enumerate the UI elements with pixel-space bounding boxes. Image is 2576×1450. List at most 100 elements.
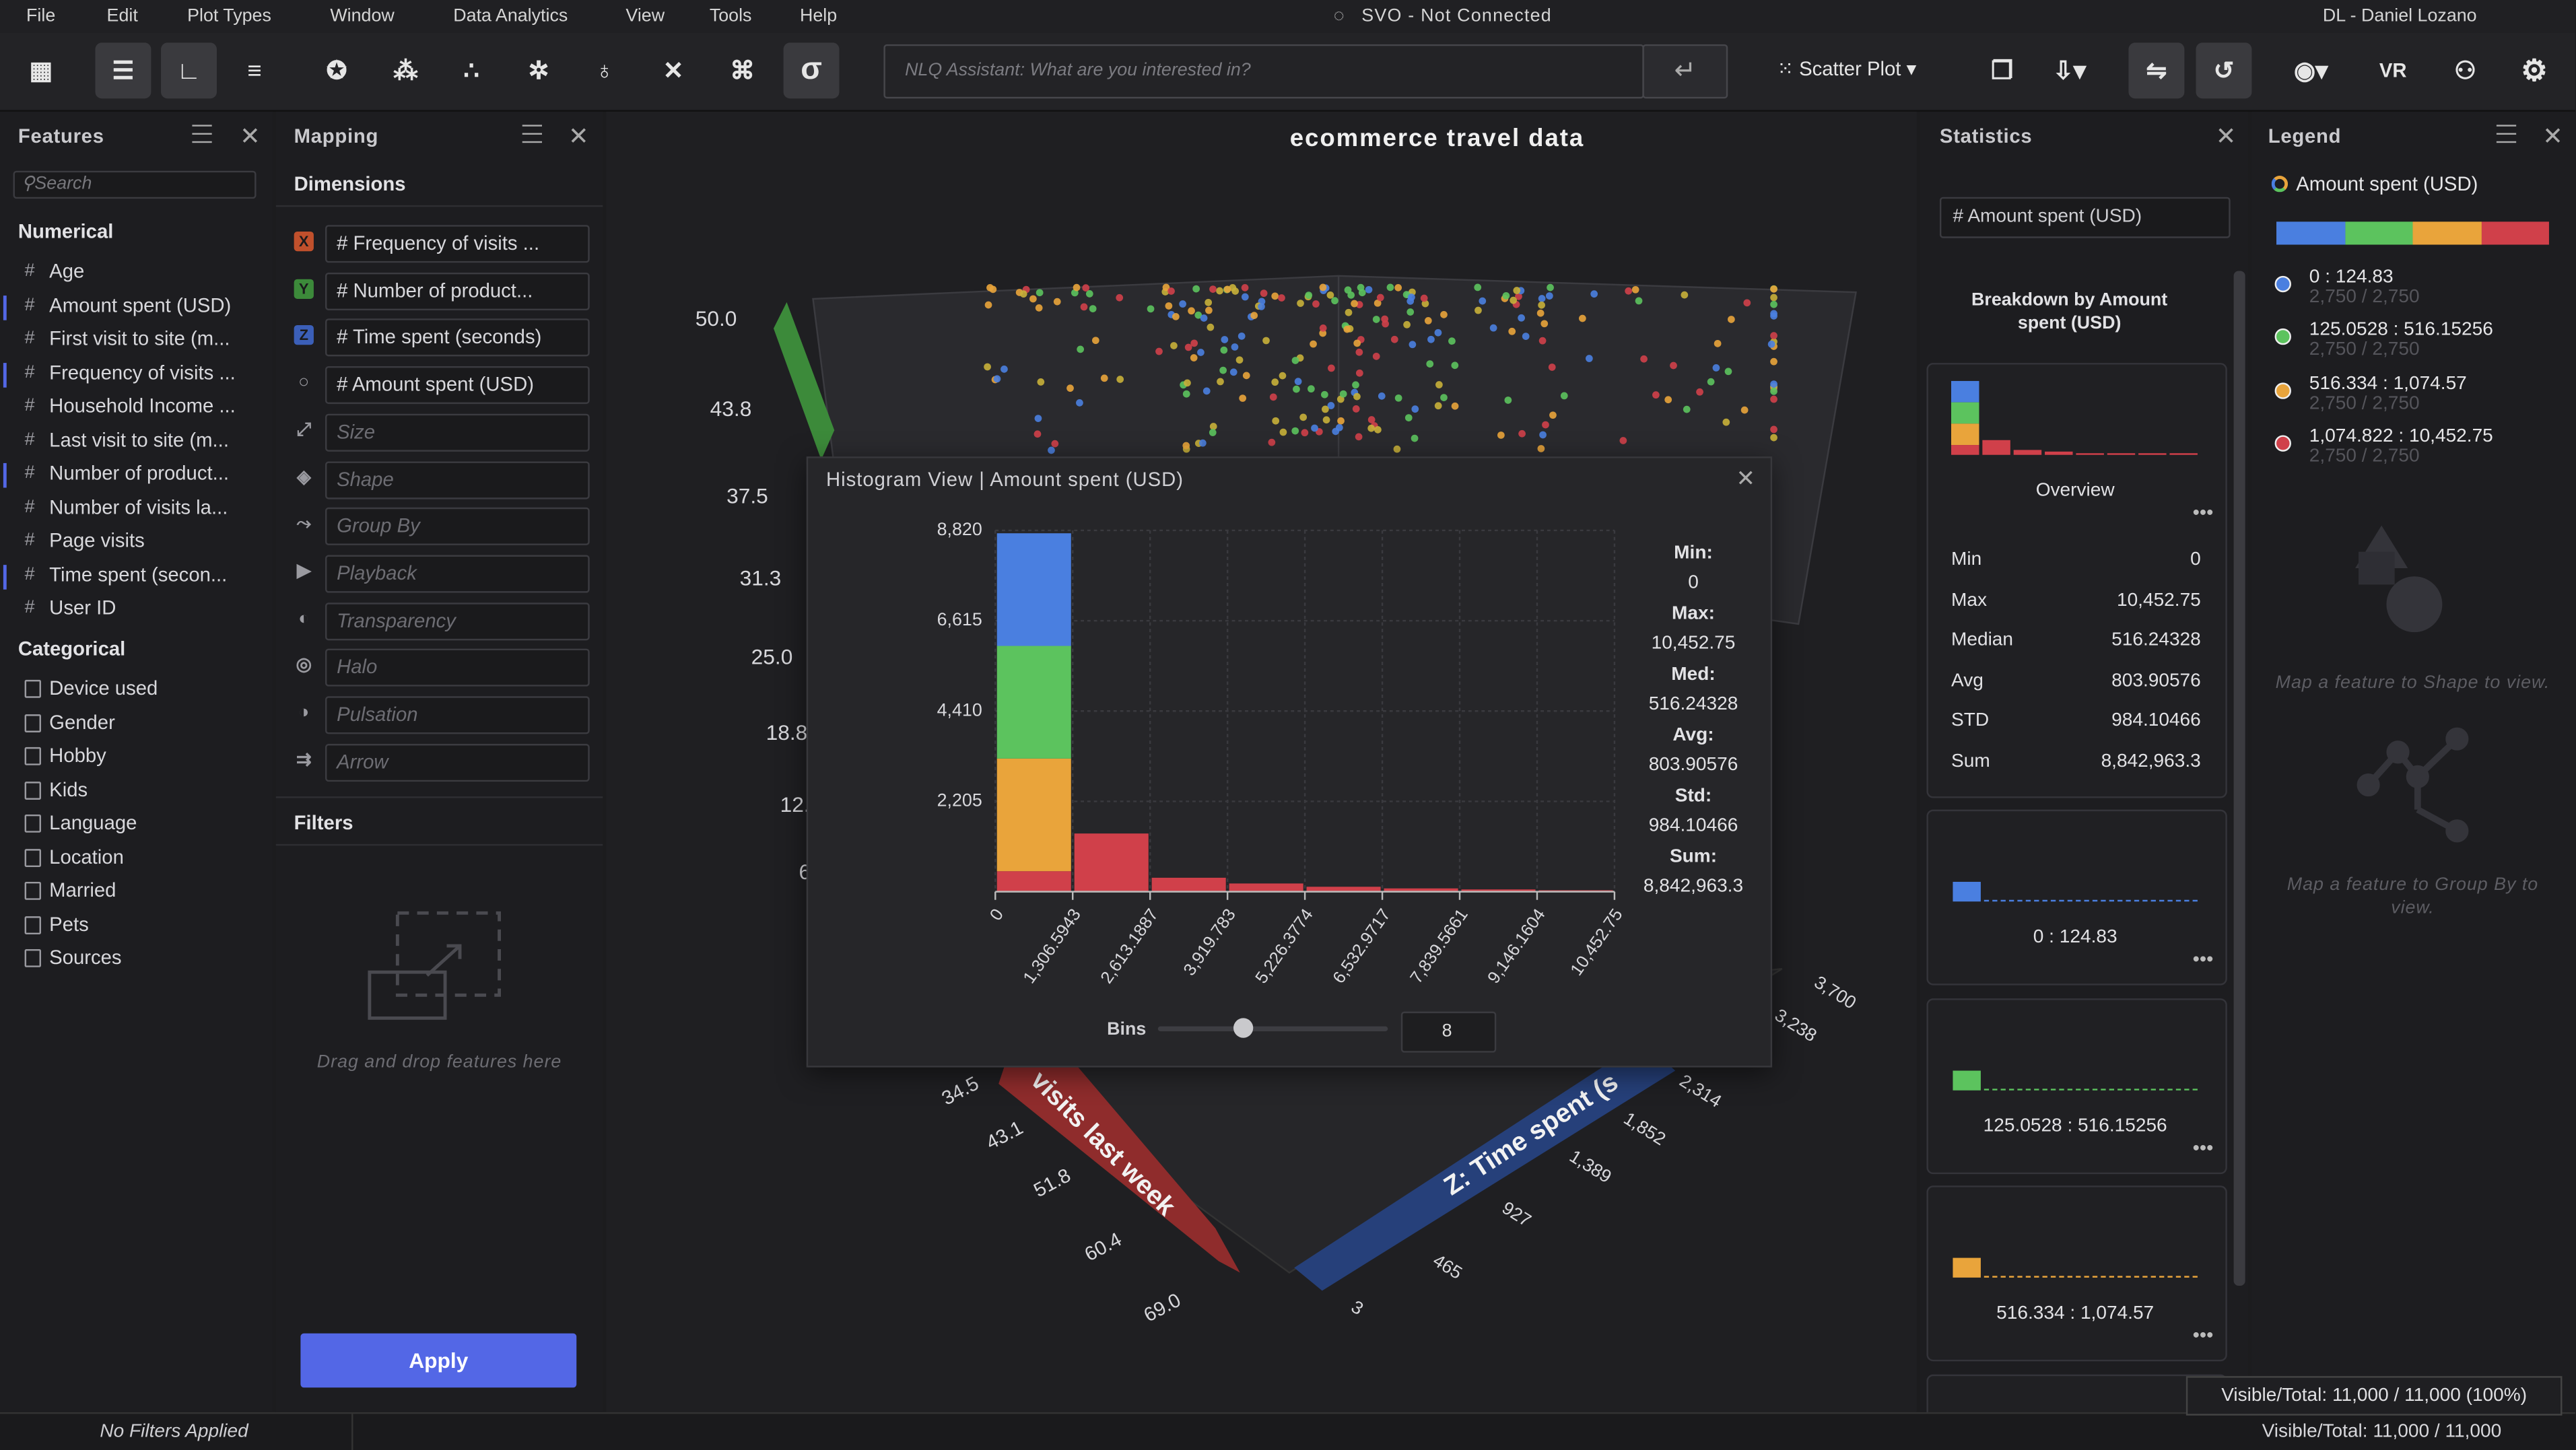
nlq-input[interactable]: [883, 44, 1644, 99]
legend-color-bar: [2276, 221, 2345, 245]
features-menu[interactable]: [192, 125, 212, 143]
feature-item[interactable]: Gender: [49, 710, 115, 734]
history-button[interactable]: ↺: [2196, 42, 2252, 99]
table-button[interactable]: ▦: [29, 57, 53, 85]
feature-item[interactable]: User ID: [49, 596, 116, 619]
mapping-placeholder: Playback: [337, 561, 417, 585]
settings-button[interactable]: ⚙: [2521, 53, 2548, 87]
legend-menu[interactable]: [2496, 125, 2517, 143]
xai-button[interactable]: ✕: [663, 57, 684, 85]
export-button[interactable]: ⇩▾: [2053, 57, 2087, 85]
mapping-close[interactable]: ✕: [568, 123, 589, 151]
mapping-slot[interactable]: [325, 696, 590, 734]
menu-item[interactable]: Plot Types: [187, 6, 271, 27]
scrollbar[interactable]: [2233, 271, 2245, 1286]
mapping-menu[interactable]: [522, 125, 543, 143]
decor-point: [1590, 290, 1598, 298]
menu-item[interactable]: Data Analytics: [453, 6, 568, 27]
feature-item[interactable]: First visit to site (m...: [49, 326, 230, 350]
layers-button[interactable]: ❐: [1991, 57, 2014, 85]
scatter-button[interactable]: ∴: [463, 57, 479, 85]
apply-button[interactable]: Apply: [300, 1333, 577, 1388]
menu-item[interactable]: Edit: [106, 6, 138, 27]
mapping-slot[interactable]: [325, 319, 590, 357]
decor-point: [1367, 416, 1376, 423]
axes-button[interactable]: ∟: [161, 42, 217, 99]
search-text: Search: [34, 174, 92, 194]
nlq-submit[interactable]: ↵: [1642, 44, 1728, 99]
feature-item[interactable]: Frequency of visits ...: [49, 360, 236, 384]
feature-item[interactable]: Hobby: [49, 744, 106, 767]
menu-item[interactable]: File: [26, 6, 56, 27]
mapping-slot[interactable]: [325, 508, 590, 546]
feature-item[interactable]: Number of visits la...: [49, 495, 228, 518]
mapping-slot[interactable]: [325, 743, 590, 782]
histogram-close[interactable]: ✕: [1736, 464, 1756, 491]
collab-button[interactable]: ⚇: [2454, 57, 2476, 85]
legend-marker[interactable]: [2274, 329, 2291, 345]
group-hint: Map a feature to Group By to view.: [2286, 875, 2539, 918]
legend-marker[interactable]: [2274, 275, 2291, 293]
search-box[interactable]: [13, 170, 257, 199]
mapping-icon: X: [294, 231, 314, 252]
bins-slider-knob[interactable]: [1233, 1018, 1254, 1038]
mapping-slot[interactable]: [325, 366, 590, 405]
more-button[interactable]: •••: [2192, 501, 2214, 524]
more-button[interactable]: •••: [2192, 1135, 2214, 1159]
feature-item[interactable]: Sources: [49, 946, 122, 969]
camera-button[interactable]: ◉▾: [2294, 57, 2328, 85]
legend-close[interactable]: ✕: [2542, 123, 2563, 151]
menu-item[interactable]: Window: [330, 6, 395, 27]
cluster-button[interactable]: ⁂: [393, 57, 418, 85]
insight-button[interactable]: ♁: [595, 57, 614, 85]
brain-button[interactable]: ✪: [326, 57, 347, 85]
statistics-close[interactable]: ✕: [2215, 123, 2237, 151]
feature-item[interactable]: Location: [49, 845, 124, 868]
user-name[interactable]: DL - Daniel Lozano: [2322, 6, 2477, 27]
mapping-slot[interactable]: [325, 272, 590, 310]
bins-slider[interactable]: [1157, 1026, 1388, 1031]
feature-item[interactable]: Pets: [49, 912, 89, 936]
overview-card[interactable]: [1926, 363, 2227, 798]
feature-item[interactable]: Language: [49, 811, 137, 835]
menu-item[interactable]: Tools: [709, 6, 752, 27]
mapping-icon: Z: [294, 325, 314, 346]
sync-button[interactable]: ⇋: [2128, 42, 2185, 99]
feature-item[interactable]: Device used: [49, 677, 158, 700]
mapping-slot[interactable]: [325, 649, 590, 687]
decor-point: [1100, 374, 1108, 382]
feature-item[interactable]: Kids: [49, 778, 88, 801]
bins-input[interactable]: [1400, 1011, 1497, 1053]
legend-marker[interactable]: [2274, 435, 2291, 452]
sigma-button[interactable]: σ: [783, 42, 840, 99]
feature-item[interactable]: Page visits: [49, 528, 145, 552]
features-close[interactable]: ✕: [240, 123, 261, 151]
mapping-slot[interactable]: [325, 555, 590, 593]
graph-button[interactable]: ⌘: [730, 57, 755, 85]
vr-button[interactable]: VR: [2379, 59, 2407, 82]
feature-item[interactable]: Number of product...: [49, 461, 230, 485]
bullets-button[interactable]: ≡: [247, 57, 262, 85]
feature-item[interactable]: Amount spent (USD): [49, 293, 232, 316]
decor-point: [1515, 292, 1522, 300]
plot-type-dropdown[interactable]: ⁙ Scatter Plot ▾: [1777, 57, 1917, 81]
mapping-slot[interactable]: [325, 413, 590, 452]
decor-point: [1542, 421, 1549, 429]
mapping-slot[interactable]: [325, 460, 590, 499]
list-button[interactable]: ☰: [95, 42, 151, 99]
mapping-slot[interactable]: [325, 602, 590, 640]
menu-item[interactable]: View: [625, 6, 665, 27]
feature-item[interactable]: Married: [49, 878, 116, 902]
more-button[interactable]: •••: [2192, 1323, 2214, 1347]
legend-marker[interactable]: [2274, 382, 2291, 399]
network-button[interactable]: ✲: [528, 57, 549, 85]
mapping-slot[interactable]: [325, 225, 590, 263]
feature-item[interactable]: Time spent (secon...: [49, 562, 228, 586]
feature-item[interactable]: Household Income ...: [49, 394, 236, 417]
decor-point: [1184, 343, 1192, 351]
feature-item[interactable]: Last visit to site (m...: [49, 427, 229, 451]
menu-item[interactable]: Help: [799, 6, 838, 27]
feature-item[interactable]: Age: [49, 259, 85, 283]
more-button[interactable]: •••: [2192, 947, 2214, 971]
statistics-field-box[interactable]: [1939, 197, 2231, 238]
